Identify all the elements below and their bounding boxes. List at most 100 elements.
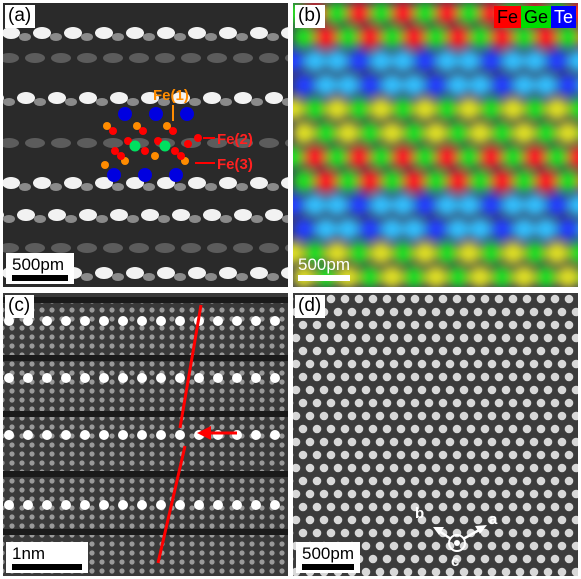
atom-spot bbox=[417, 411, 427, 421]
eds-blob bbox=[447, 170, 469, 192]
atom-spot bbox=[431, 359, 441, 369]
atom-spot bbox=[564, 450, 574, 460]
atom-spot bbox=[232, 316, 242, 326]
atom-spot bbox=[179, 343, 185, 349]
scale-bar-c-text: 1nm bbox=[12, 544, 46, 563]
eds-blob bbox=[293, 122, 315, 144]
eds-blob bbox=[436, 194, 458, 216]
atom-spot bbox=[77, 243, 97, 253]
atom-spot bbox=[69, 397, 75, 403]
atom-spot bbox=[382, 450, 392, 460]
atom-spot bbox=[51, 243, 71, 253]
atom-spot bbox=[259, 541, 265, 547]
atom-spot bbox=[269, 460, 275, 466]
atom-spot bbox=[103, 243, 123, 253]
atom-spot bbox=[410, 502, 420, 512]
atom-spot bbox=[179, 307, 185, 313]
atom-spot bbox=[279, 487, 285, 493]
atom-spot bbox=[139, 424, 145, 430]
atom-spot bbox=[452, 398, 462, 408]
atom-spot bbox=[219, 496, 225, 502]
eds-blob bbox=[403, 74, 425, 96]
atom-spot bbox=[118, 430, 128, 440]
atom-spot bbox=[59, 523, 65, 529]
atom-spot bbox=[209, 361, 215, 367]
atom-spot bbox=[250, 267, 268, 279]
atom-spot bbox=[189, 98, 201, 106]
atom-spot bbox=[508, 476, 518, 486]
atom-spot bbox=[354, 294, 364, 304]
atom-spot bbox=[129, 370, 135, 376]
atom-spot bbox=[267, 183, 279, 191]
atom-spot bbox=[129, 343, 135, 349]
atom-spot bbox=[375, 385, 385, 395]
atom-spot bbox=[99, 430, 109, 440]
eds-blob bbox=[557, 266, 578, 287]
atom-spot bbox=[129, 325, 135, 331]
atom-spot bbox=[129, 424, 135, 430]
atom-spot bbox=[199, 451, 205, 457]
eds-blob bbox=[458, 194, 480, 216]
atom-spot bbox=[249, 397, 255, 403]
atom-spot bbox=[298, 346, 308, 356]
atom-spot bbox=[189, 325, 195, 331]
atom-spot bbox=[466, 294, 476, 304]
atom-spot bbox=[550, 554, 560, 564]
atom-spot bbox=[293, 437, 301, 447]
atom-spot bbox=[156, 316, 166, 326]
atom-spot bbox=[9, 523, 15, 529]
atom-spot bbox=[3, 379, 5, 385]
atom-spot bbox=[172, 209, 190, 221]
atom-spot bbox=[199, 568, 205, 574]
te-atom-marker bbox=[180, 107, 194, 121]
atom-spot bbox=[536, 476, 546, 486]
atom-spot bbox=[89, 523, 95, 529]
atom-spot bbox=[49, 388, 55, 394]
atom-spot bbox=[149, 541, 155, 547]
atom-spot bbox=[99, 343, 105, 349]
atom-spot bbox=[39, 325, 45, 331]
atom-spot bbox=[39, 370, 45, 376]
atom-spot bbox=[522, 320, 532, 330]
atom-spot bbox=[9, 442, 15, 448]
atom-spot bbox=[508, 346, 518, 356]
eds-blob bbox=[293, 26, 315, 48]
atom-spot bbox=[438, 320, 448, 330]
atom-spot bbox=[550, 398, 560, 408]
atom-spot bbox=[89, 568, 95, 574]
atom-spot bbox=[39, 451, 45, 457]
fe2-atom-marker bbox=[154, 137, 162, 145]
atom-spot bbox=[305, 333, 315, 343]
atom-spot bbox=[564, 372, 574, 382]
atom-spot bbox=[149, 478, 155, 484]
atom-spot bbox=[550, 450, 560, 460]
eds-blob bbox=[326, 242, 348, 264]
atom-spot bbox=[59, 487, 65, 493]
eds-blob bbox=[304, 242, 326, 264]
atom-spot bbox=[501, 307, 511, 317]
axis-label-c: c bbox=[451, 553, 460, 570]
atom-spot bbox=[99, 559, 105, 565]
arrow-icon bbox=[197, 426, 211, 440]
atom-spot bbox=[80, 430, 90, 440]
atom-spot bbox=[89, 361, 95, 367]
atom-spot bbox=[118, 373, 128, 383]
atom-spot bbox=[508, 372, 518, 382]
atom-spot bbox=[251, 215, 263, 223]
atom-spot bbox=[189, 460, 195, 466]
atom-spot bbox=[382, 424, 392, 434]
atom-spot bbox=[229, 424, 235, 430]
atom-spot bbox=[522, 476, 532, 486]
atom-spot bbox=[209, 496, 215, 502]
atom-spot bbox=[119, 460, 125, 466]
atom-spot bbox=[189, 568, 195, 574]
atom-spot bbox=[169, 541, 175, 547]
atom-spot bbox=[326, 424, 336, 434]
atom-spot bbox=[89, 487, 95, 493]
atom-spot bbox=[298, 528, 308, 538]
atom-spot bbox=[99, 373, 109, 383]
atom-spot bbox=[29, 343, 35, 349]
atom-spot bbox=[239, 343, 245, 349]
atom-spot bbox=[571, 359, 578, 369]
atom-spot bbox=[129, 243, 149, 253]
